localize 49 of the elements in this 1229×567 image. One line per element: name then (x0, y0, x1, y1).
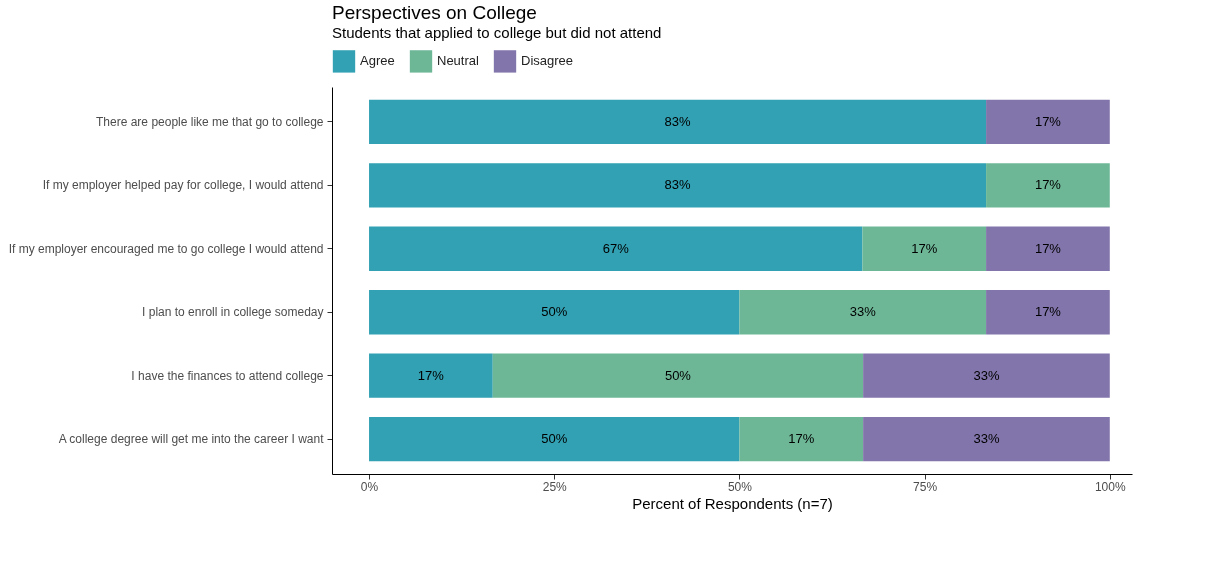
bar (986, 290, 1110, 335)
bar (739, 416, 864, 462)
bar (369, 163, 987, 208)
bar (863, 353, 1110, 398)
x-tick-label: 25% (542, 479, 568, 494)
legend-label: Neutral (437, 53, 480, 69)
legend-label: Disagree (521, 53, 574, 69)
chart-title: Perspectives on College (332, 2, 537, 23)
data-label: 83% (664, 177, 691, 193)
y-tick-label: There are people like me that go to college (96, 114, 324, 129)
data-label: 67% (602, 240, 630, 256)
y-tick-label: A college degree will get me into the career I want (58, 432, 325, 447)
x-tick-label: 50% (727, 479, 753, 494)
bar (369, 99, 987, 145)
data-label: 17% (1034, 113, 1062, 129)
bar (492, 353, 864, 398)
data-label: 17% (911, 240, 938, 256)
y-tick-label: If my employer encouraged me to go college I would attend (8, 241, 324, 256)
bar (986, 163, 1110, 208)
bar (739, 290, 987, 335)
y-tick-label: If my employer helped pay for college, I would attend (42, 178, 324, 193)
data-label: 50% (541, 304, 568, 320)
data-label: 17% (1034, 304, 1062, 320)
data-label: 50% (541, 431, 568, 447)
legend-label: Agree (360, 53, 395, 69)
x-tick-label: 75% (913, 479, 938, 494)
bar (369, 416, 740, 462)
data-label: 33% (973, 431, 1000, 447)
chart-subtitle: Students that applied to college but did not attend (332, 24, 662, 41)
x-tick-label: 100% (1094, 479, 1126, 494)
x-tick-label: 0% (360, 479, 379, 494)
y-tick-label: I have the finances to attend college (131, 368, 324, 383)
data-label: 83% (664, 113, 691, 129)
y-tick-label: I plan to enroll in college someday (142, 305, 324, 320)
bar (863, 416, 1110, 462)
data-label: 17% (788, 431, 815, 447)
data-label: 17% (1034, 177, 1062, 193)
x-axis-title: Percent of Respondents (n=7) (632, 494, 833, 512)
bar (369, 290, 740, 335)
data-label: 17% (1034, 240, 1062, 256)
bar (369, 353, 493, 398)
data-label: 17% (417, 367, 445, 383)
data-label: 50% (664, 367, 692, 383)
bar (986, 99, 1110, 145)
bar (986, 226, 1110, 271)
data-label: 33% (973, 367, 1000, 383)
bar (369, 226, 863, 271)
data-label: 33% (849, 304, 877, 320)
bar (862, 226, 987, 271)
